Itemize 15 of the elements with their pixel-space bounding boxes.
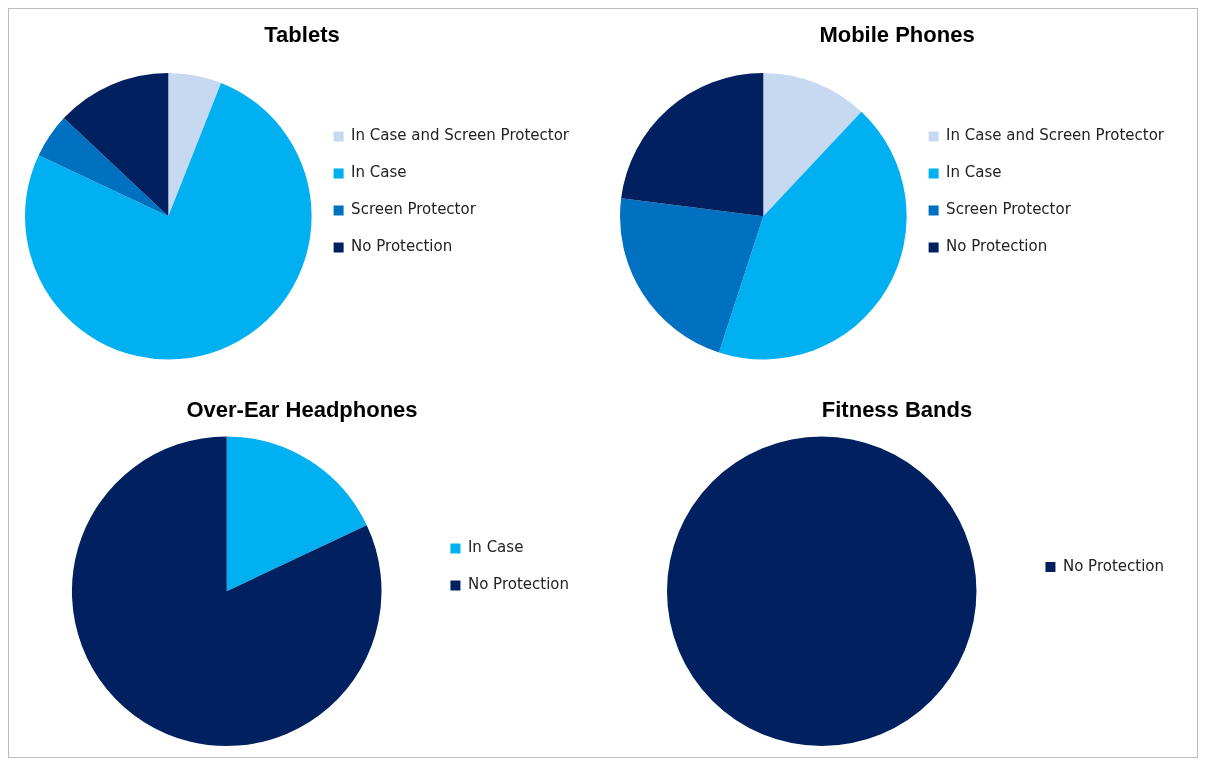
- legend-label: Screen Protector: [351, 200, 477, 219]
- legend-label: In Case and Screen Protector: [946, 126, 1165, 145]
- legend-label: No Protection: [946, 237, 1048, 256]
- legend-label: No Protection: [467, 575, 570, 594]
- chart-title: Fitness Bands: [821, 397, 973, 423]
- chart-title: Tablets: [264, 22, 340, 48]
- legend-label: In Case and Screen Protector: [351, 126, 570, 145]
- legend-label: No Protection: [351, 237, 453, 256]
- chart-title: Over-Ear Headphones: [186, 397, 418, 423]
- legend-label: Screen Protector: [946, 200, 1072, 219]
- legend-label: No Protection: [1062, 556, 1165, 575]
- chart-title: Mobile Phones: [819, 22, 975, 48]
- legend-label: In Case: [467, 538, 524, 557]
- legend-label: In Case: [946, 163, 1002, 182]
- legend-label: In Case: [351, 163, 407, 182]
